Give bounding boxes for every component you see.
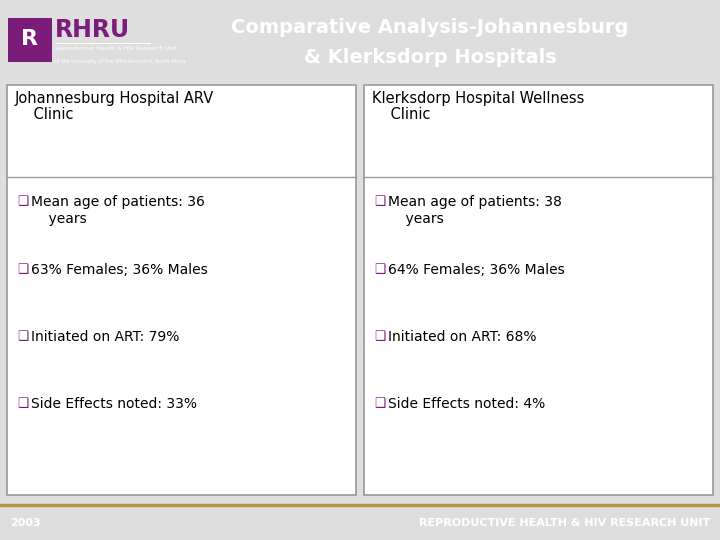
Text: ❑: ❑ (17, 330, 28, 343)
Text: ❑: ❑ (17, 397, 28, 410)
Text: Side Effects noted: 4%: Side Effects noted: 4% (388, 397, 545, 411)
Bar (7, 85, 356, 495)
Text: & Klerksdorp Hospitals: & Klerksdorp Hospitals (304, 48, 557, 67)
Text: ❑: ❑ (374, 195, 385, 208)
Text: Initiated on ART: 68%: Initiated on ART: 68% (388, 330, 536, 344)
Text: Clinic: Clinic (15, 107, 73, 122)
Text: ❑: ❑ (374, 262, 385, 275)
Text: RHRU: RHRU (55, 18, 130, 42)
Text: Initiated on ART: 79%: Initiated on ART: 79% (31, 330, 179, 344)
Text: Mean age of patients: 36
    years: Mean age of patients: 36 years (31, 195, 205, 226)
Text: REPRODUCTIVE HEALTH & HIV RESEARCH UNIT: REPRODUCTIVE HEALTH & HIV RESEARCH UNIT (419, 518, 710, 528)
Text: Clinic: Clinic (372, 107, 431, 122)
Text: Comparative Analysis-Johannesburg: Comparative Analysis-Johannesburg (231, 18, 629, 37)
Text: 63% Females; 36% Males: 63% Females; 36% Males (31, 262, 208, 276)
Text: Johannesburg Hospital ARV: Johannesburg Hospital ARV (15, 91, 215, 106)
Text: R: R (22, 30, 38, 50)
Text: Side Effects noted: 33%: Side Effects noted: 33% (31, 397, 197, 411)
Bar (8, 18, 52, 62)
Text: of the University of the Witwatersrand, South Africa: of the University of the Witwatersrand, … (55, 59, 186, 64)
Text: 64% Females; 36% Males: 64% Females; 36% Males (388, 262, 564, 276)
Text: Reproductive Health & HIV Research Unit: Reproductive Health & HIV Research Unit (55, 45, 176, 51)
Text: ❑: ❑ (374, 330, 385, 343)
Text: Mean age of patients: 38
    years: Mean age of patients: 38 years (388, 195, 562, 226)
Text: 2003: 2003 (10, 518, 40, 528)
Text: ❑: ❑ (17, 262, 28, 275)
Text: ❑: ❑ (17, 195, 28, 208)
Text: ❑: ❑ (374, 397, 385, 410)
Text: Klerksdorp Hospital Wellness: Klerksdorp Hospital Wellness (372, 91, 585, 106)
Bar (364, 85, 713, 495)
